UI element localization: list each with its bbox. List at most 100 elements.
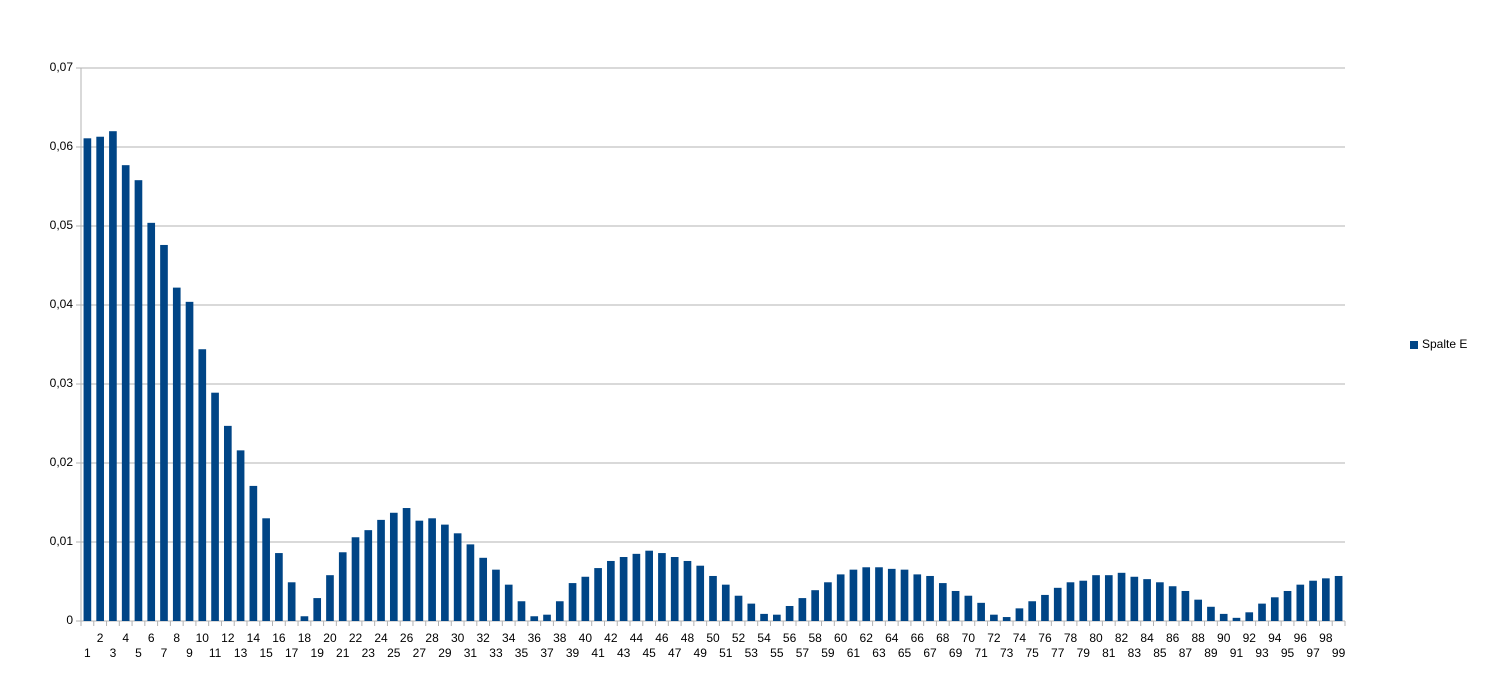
x-tick-label: 1: [84, 646, 91, 660]
bar: [951, 590, 960, 621]
x-tick-label: 98: [1319, 631, 1333, 645]
x-tick-label: 9: [186, 646, 193, 660]
x-tick-label: 93: [1255, 646, 1269, 660]
x-tick-label: 7: [161, 646, 168, 660]
x-tick-label: 47: [668, 646, 682, 660]
x-tick-label: 74: [1013, 631, 1027, 645]
x-tick-label: 15: [259, 646, 273, 660]
x-tick-label: 77: [1051, 646, 1065, 660]
bar: [1168, 586, 1177, 621]
bar: [862, 567, 871, 621]
x-tick-label: 59: [821, 646, 835, 660]
y-tick-label: 0,06: [50, 139, 74, 153]
x-tick-label: 46: [655, 631, 669, 645]
y-tick-label: 0,04: [50, 297, 74, 311]
x-tick-label: 32: [477, 631, 491, 645]
y-tick-label: 0,02: [50, 455, 74, 469]
bar: [364, 530, 373, 621]
x-tick-label: 6: [148, 631, 155, 645]
bar: [645, 550, 653, 621]
bar: [849, 569, 858, 621]
bar: [798, 598, 807, 621]
x-tick-label: 94: [1268, 631, 1282, 645]
x-tick-label: 57: [796, 646, 810, 660]
x-tick-label: 99: [1332, 646, 1346, 660]
bar: [453, 533, 462, 621]
bar: [977, 602, 985, 621]
bar: [773, 614, 781, 621]
bar: [479, 557, 488, 621]
bar: [198, 349, 207, 621]
bar: [964, 595, 973, 621]
x-tick-label: 83: [1128, 646, 1142, 660]
x-tick-label: 96: [1294, 631, 1308, 645]
bar: [236, 450, 245, 621]
x-tick-label: 30: [451, 631, 465, 645]
bar: [1066, 582, 1075, 621]
x-tick-label: 26: [400, 631, 414, 645]
bar: [415, 520, 424, 621]
bar: [990, 614, 998, 621]
x-tick-label: 80: [1089, 631, 1103, 645]
bar: [313, 598, 322, 621]
x-tick-label: 18: [298, 631, 312, 645]
x-tick-label: 58: [808, 631, 822, 645]
bar: [377, 519, 385, 621]
x-tick-label: 21: [336, 646, 350, 660]
x-tick-label: 23: [362, 646, 376, 660]
x-tick-label: 38: [553, 631, 567, 645]
x-tick-label: 73: [1000, 646, 1014, 660]
x-tick-label: 49: [694, 646, 708, 660]
x-tick-label: 45: [642, 646, 656, 660]
x-tick-label: 24: [374, 631, 388, 645]
y-tick-label: 0: [66, 613, 73, 627]
x-tick-label: 8: [173, 631, 180, 645]
bar: [926, 575, 934, 621]
x-tick-label: 34: [502, 631, 516, 645]
bar: [721, 584, 730, 621]
x-tick-label: 67: [923, 646, 937, 660]
bar: [1219, 613, 1228, 621]
bar: [96, 136, 104, 622]
bar: [402, 508, 411, 621]
bar: [1270, 597, 1279, 621]
bar: [1322, 578, 1330, 621]
x-tick-label: 92: [1243, 631, 1257, 645]
x-tick-label: 53: [745, 646, 759, 660]
x-tick-label: 61: [847, 646, 861, 660]
x-tick-label: 90: [1217, 631, 1231, 645]
bar: [287, 582, 296, 621]
y-tick-label: 0,03: [50, 376, 74, 390]
bar: [1041, 594, 1049, 621]
x-tick-label: 17: [285, 646, 299, 660]
bar: [1245, 612, 1254, 621]
bar: [1207, 606, 1215, 621]
bar: [441, 524, 449, 621]
x-tick-label: 72: [987, 631, 1001, 645]
bar: [1232, 617, 1241, 621]
x-tick-label: 91: [1230, 646, 1244, 660]
bar: [709, 575, 717, 621]
bar: [824, 582, 832, 621]
bar: [1130, 576, 1139, 621]
bar: [1117, 572, 1126, 621]
bar: [504, 584, 513, 621]
bar: [913, 574, 922, 621]
x-tick-label: 22: [349, 631, 363, 645]
bar: [887, 568, 896, 621]
x-tick-label: 65: [898, 646, 912, 660]
x-tick-label: 84: [1140, 631, 1154, 645]
bar: [428, 518, 436, 621]
x-tick-label: 60: [834, 631, 848, 645]
x-tick-label: 52: [732, 631, 746, 645]
x-tick-label: 50: [706, 631, 720, 645]
bar: [836, 574, 845, 621]
x-tick-label: 33: [489, 646, 503, 660]
bar: [760, 613, 768, 621]
bar: [875, 567, 883, 621]
bar: [581, 576, 590, 621]
x-tick-label: 89: [1204, 646, 1218, 660]
bar: [275, 553, 283, 621]
